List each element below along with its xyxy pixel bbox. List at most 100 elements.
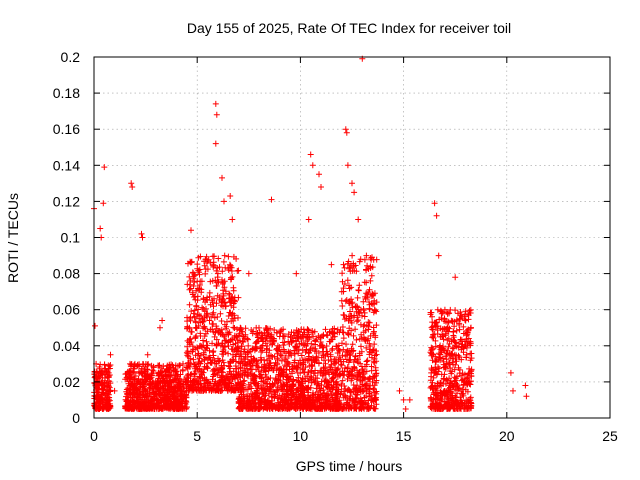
data-point [228, 385, 235, 391]
data-point [307, 151, 314, 158]
data-point [326, 371, 333, 378]
data-point [324, 332, 331, 339]
data-point [139, 234, 146, 241]
data-point [330, 378, 337, 385]
data-point [336, 354, 343, 361]
data-point [209, 253, 216, 260]
data-point [453, 327, 460, 334]
data-point [204, 294, 211, 301]
data-point [461, 404, 468, 411]
data-point [111, 387, 118, 394]
data-point [339, 377, 346, 384]
data-point [139, 376, 146, 383]
data-point [432, 322, 439, 329]
data-point [429, 334, 436, 341]
data-point [322, 403, 329, 410]
data-point [291, 359, 298, 366]
data-point [241, 346, 248, 353]
data-point [147, 399, 154, 406]
data-point [340, 346, 347, 353]
data-point [280, 342, 287, 349]
data-point [205, 256, 212, 263]
data-point [237, 325, 244, 332]
data-point [240, 404, 246, 411]
data-point [452, 274, 459, 281]
data-point [264, 343, 271, 349]
data-point [183, 349, 190, 356]
data-point [199, 304, 206, 311]
data-point [216, 264, 223, 271]
data-point [344, 260, 351, 267]
data-point [427, 309, 434, 316]
data-point [359, 366, 366, 373]
data-point [461, 371, 468, 378]
data-point [270, 366, 276, 373]
data-point [366, 319, 373, 326]
data-point [309, 396, 316, 403]
data-point [362, 327, 369, 334]
data-point [214, 372, 221, 379]
data-point [288, 352, 295, 359]
data-point [191, 371, 198, 378]
data-point [210, 352, 217, 359]
data-point [271, 338, 277, 345]
data-point [225, 350, 232, 357]
data-point [339, 405, 346, 412]
data-point [322, 377, 328, 384]
data-point [336, 347, 342, 354]
data-point [217, 331, 224, 338]
data-point [354, 294, 361, 301]
data-point [131, 405, 138, 411]
data-point [369, 397, 376, 404]
data-point [228, 311, 235, 318]
data-point [209, 349, 216, 356]
data-point [373, 390, 380, 397]
data-point [347, 268, 354, 275]
data-point [318, 405, 325, 412]
data-point [125, 400, 131, 407]
data-point [371, 373, 378, 380]
data-point [253, 345, 260, 352]
data-point [245, 404, 252, 411]
data-point [287, 373, 294, 380]
data-point [213, 300, 220, 307]
data-point [165, 404, 172, 411]
data-point [193, 303, 200, 310]
data-point [299, 365, 306, 372]
data-point [102, 392, 109, 399]
data-point [194, 285, 201, 292]
data-point [456, 385, 463, 391]
data-point [187, 285, 194, 292]
data-point [215, 255, 222, 262]
data-point [128, 180, 135, 187]
data-point [429, 357, 436, 364]
data-point [279, 369, 286, 376]
data-point [369, 378, 376, 385]
data-point [447, 352, 454, 359]
data-point [144, 393, 150, 400]
data-point [293, 338, 299, 345]
data-point [228, 336, 235, 343]
data-point [203, 338, 210, 345]
data-point [274, 384, 281, 391]
data-point [202, 256, 209, 263]
data-point [190, 385, 197, 391]
data-point [126, 389, 133, 396]
data-point [369, 291, 376, 298]
data-point [243, 365, 250, 372]
data-point [200, 295, 207, 302]
data-point [341, 383, 348, 389]
data-point [92, 371, 99, 378]
data-point [262, 379, 269, 386]
y-tick-label: 0.1 [61, 230, 81, 246]
data-point [266, 360, 273, 367]
data-point [100, 386, 107, 393]
data-point [308, 340, 315, 347]
data-point [185, 360, 191, 366]
data-point [100, 200, 107, 207]
data-point [195, 350, 202, 357]
data-point [202, 385, 209, 391]
data-point [275, 378, 282, 384]
data-point [316, 171, 322, 178]
data-point [209, 340, 216, 347]
